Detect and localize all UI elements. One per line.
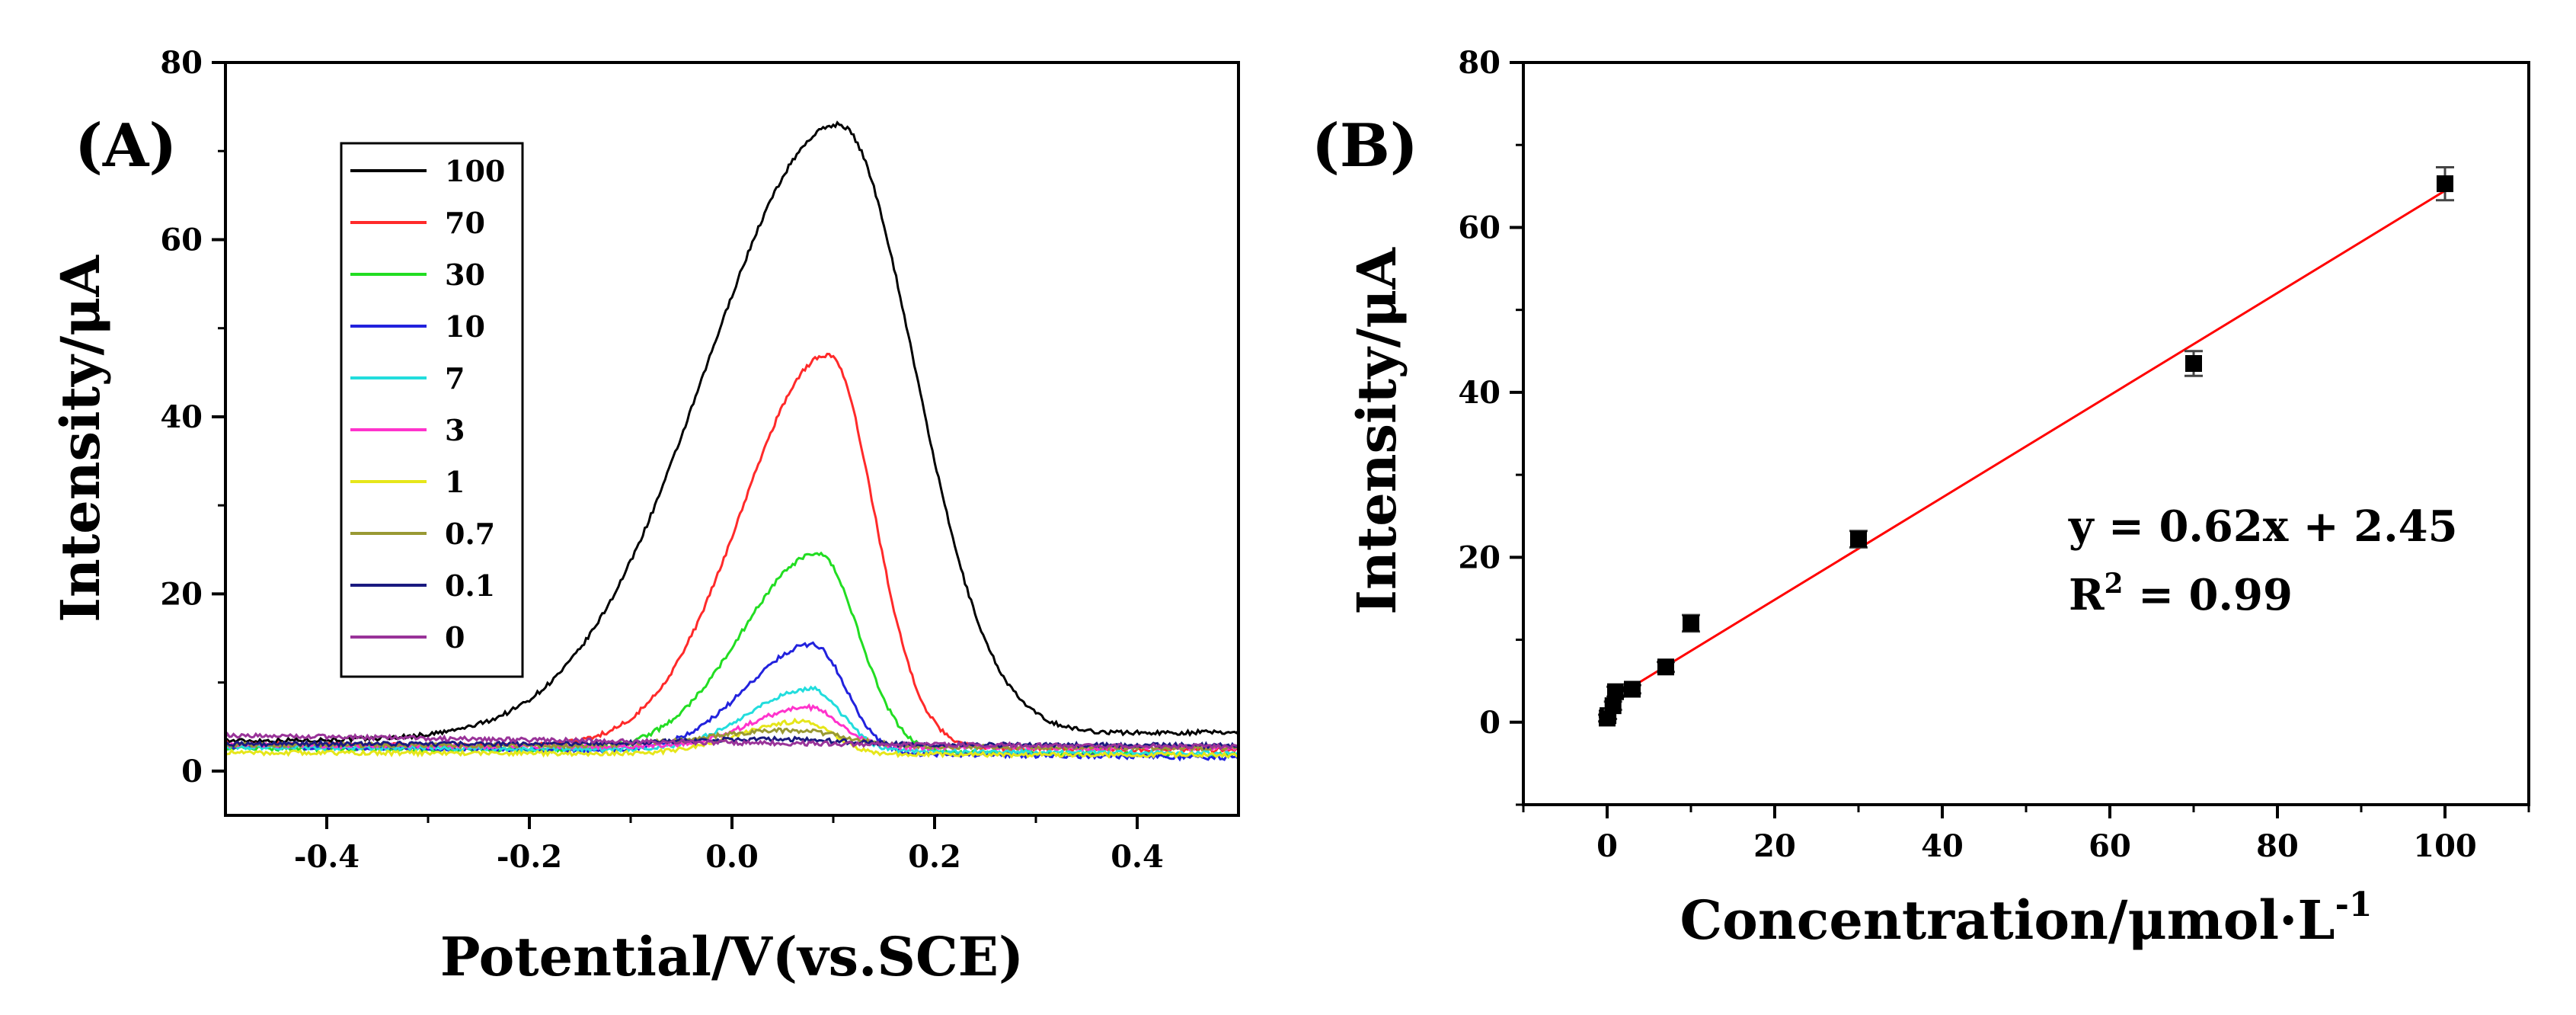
panel-a-y-tick-label: 80 (160, 45, 203, 81)
r2-value: = 0.99 (2124, 570, 2293, 620)
panel-b-data-point (1604, 697, 1622, 715)
panel-a-y-axis-label: Intensity/μA (49, 255, 112, 623)
panel-b-x-tick-label: 60 (2089, 828, 2131, 864)
panel-a-series-line-7 (224, 685, 1240, 757)
panel-a-legend-label-0: 0 (445, 620, 465, 655)
panel-b-x-tick-label: 0 (1596, 828, 1618, 864)
panel-a-y-tick-label: 0 (181, 754, 203, 789)
panel-b-y-tick-label: 60 (1458, 210, 1501, 245)
panel-b-x-axis-label: Concentration/μmol·L-1 (1680, 885, 2372, 952)
panel-a-legend-label-1: 1 (445, 465, 465, 499)
panel-a-legend-label-0.7: 0.7 (445, 517, 495, 551)
panel-a-legend-label-30: 30 (445, 258, 485, 292)
panel-b-y-tick-label: 0 (1479, 705, 1501, 741)
panel-a-series-line-0 (224, 732, 1239, 751)
panel-b-fit-line (1606, 190, 2446, 703)
panel-a-legend-label-70: 70 (445, 206, 485, 240)
panel-b-data-point (1683, 614, 1699, 632)
panel-b-x-axis-label-sup: -1 (2335, 885, 2373, 924)
panel-b-y-axis-label: Intensity/μA (1345, 247, 1408, 615)
panel-a-legend-box (340, 142, 524, 678)
panel-a-series-line-0.1 (224, 735, 1239, 751)
panel-b-r-squared: R2 = 0.99 (2069, 568, 2293, 620)
r2-prefix: R (2069, 570, 2105, 620)
panel-a-x-ticks: -0.4 -0.2 0.0 0.2 0.4 (294, 815, 1164, 875)
panel-a-series-line-1 (225, 717, 1239, 759)
panel-b-label: (B) (1312, 111, 1418, 181)
panel-a-label: (A) (75, 111, 177, 181)
panel-a-legend: 100 70 30 10 7 3 1 0.7 0.1 0 (340, 142, 524, 678)
panel-b-data-point (1657, 658, 1674, 676)
panel-b-equation: y = 0.62x + 2.45 (2068, 501, 2458, 552)
panel-b-x-ticks: 0 20 40 60 80 100 (1522, 805, 2530, 864)
panel-a-legend-label-0.1: 0.1 (445, 568, 495, 603)
panel-b-data-point (2437, 175, 2453, 193)
panel-b-x-tick-label: 100 (2413, 828, 2477, 864)
panel-a-legend-label-100: 100 (445, 154, 505, 188)
panel-a-y-tick-label: 40 (160, 399, 203, 435)
panel-b-data-point (1624, 680, 1641, 698)
panel-a-legend-label-7: 7 (445, 361, 465, 395)
panel-b-points (1598, 165, 2454, 727)
panel-b-frame (1522, 61, 2530, 806)
panel-a-plot-area: -0.4 -0.2 0.0 0.2 0.4 0 20 40 60 80 (160, 45, 1240, 875)
panel-a-legend-items: 100 70 30 10 7 3 1 0.7 0.1 0 (350, 154, 505, 655)
panel-a-x-tick-label: -0.2 (497, 839, 562, 875)
panel-a-y-ticks: 0 20 40 60 80 (160, 45, 225, 789)
panel-b-y-tick-label: 40 (1458, 375, 1501, 411)
panel-a-x-tick-label: 0.4 (1111, 839, 1164, 875)
panel-a-x-tick-label: -0.4 (294, 839, 360, 875)
panel-b-data-point (1850, 530, 1867, 548)
panel-b-x-tick-label: 80 (2256, 828, 2299, 864)
panel-b-y-ticks: 0 20 40 60 80 (1458, 45, 1523, 806)
panel-b-y-tick-label: 80 (1458, 45, 1501, 81)
r2-superscript: 2 (2105, 568, 2124, 600)
panel-a-legend-label-10: 10 (445, 309, 485, 344)
panel-a-x-tick-label: 0.2 (908, 839, 961, 875)
panel-b-x-tick-label: 40 (1921, 828, 1964, 864)
panel-b-data-point (1607, 683, 1624, 700)
panel-a-y-tick-label: 20 (160, 576, 203, 612)
panel-a-series-group (224, 120, 1240, 762)
panel-b-y-tick-label: 20 (1458, 540, 1501, 575)
panel-b-plot-area: 0 20 40 60 80 100 0 20 40 60 80 (1458, 45, 2530, 864)
panel-b-data-point (2185, 355, 2202, 373)
panel-b: (B) 0 20 40 60 80 100 0 20 40 60 80 y = 0.62x + 2… (1312, 45, 2530, 952)
panel-b-x-tick-label: 20 (1753, 828, 1796, 864)
panel-a-x-axis-label: Potential/V(vs.SCE) (440, 925, 1024, 988)
panel-a-legend-label-3: 3 (445, 413, 465, 447)
panel-a-x-tick-label: 0.0 (705, 839, 759, 875)
panel-b-x-axis-label-main: Concentration/μmol·L (1680, 889, 2335, 952)
panel-a-y-tick-label: 60 (160, 222, 203, 258)
